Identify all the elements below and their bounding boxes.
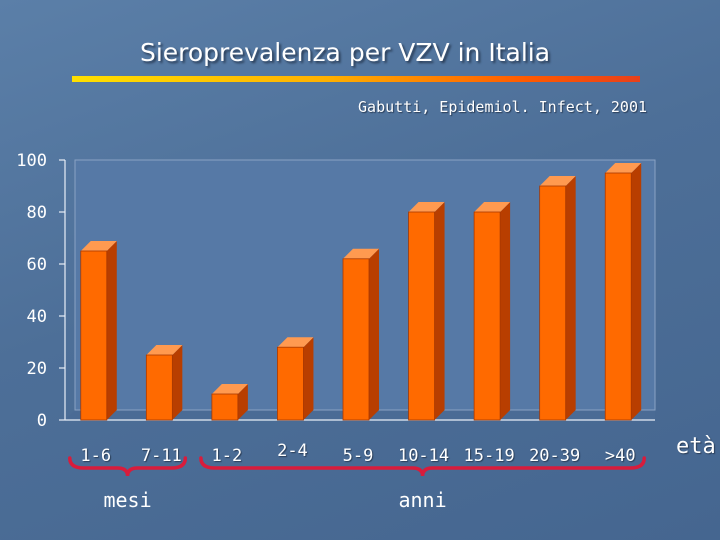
bar-top [539, 176, 576, 186]
bar-side [500, 202, 511, 420]
x-tick-label: 15-19 [463, 446, 515, 466]
y-tick-label: 60 [27, 255, 47, 275]
y-tick-label: 80 [27, 203, 47, 223]
age-axis-label: età [676, 434, 716, 459]
bar [473, 211, 501, 421]
group-brace [68, 456, 188, 477]
bar-top [80, 241, 117, 251]
bar [342, 258, 370, 421]
bar-top [146, 345, 183, 355]
group-label: anni [398, 488, 447, 512]
y-tick-label: 0 [37, 411, 47, 431]
bar-side [631, 163, 642, 420]
bar [408, 211, 435, 421]
bar-top [211, 384, 248, 394]
bar [604, 172, 632, 421]
bar [539, 185, 567, 421]
x-tick-label: >40 [604, 446, 636, 466]
x-tick-label: 7-11 [140, 446, 182, 466]
bar-top [343, 248, 379, 259]
x-tick-label: 20-39 [529, 446, 581, 466]
bar-top [605, 163, 642, 173]
bar-side [172, 345, 183, 420]
y-tick-label: 100 [16, 151, 47, 171]
title-underline [72, 76, 640, 82]
bar [80, 250, 108, 421]
bar [277, 346, 304, 421]
x-tick-label: 1-6 [80, 446, 112, 466]
bar-side [303, 337, 314, 420]
x-tick-label: 2-4 [277, 441, 308, 461]
x-tick-label: 1-2 [211, 446, 243, 466]
bar-top [474, 202, 511, 212]
bar-side [237, 384, 248, 420]
group-label: mesi [103, 488, 152, 512]
bar [145, 354, 173, 421]
bar-side [369, 248, 379, 420]
y-tick-label: 20 [27, 359, 47, 379]
bar-top [277, 337, 314, 348]
bar [211, 393, 239, 421]
source-citation: Gabutti, Epidemiol. Infect, 2001 [358, 98, 647, 116]
x-tick-label: 5-9 [342, 446, 374, 466]
bar-side [434, 202, 445, 420]
bar-side [106, 241, 117, 420]
slide-title: Sieroprevalenza per VZV in Italia [139, 38, 551, 67]
bar-top [408, 202, 445, 212]
y-tick-label: 40 [27, 307, 47, 327]
bar-side [565, 176, 576, 420]
group-brace [199, 456, 646, 477]
x-tick-label: 10-14 [397, 446, 450, 466]
